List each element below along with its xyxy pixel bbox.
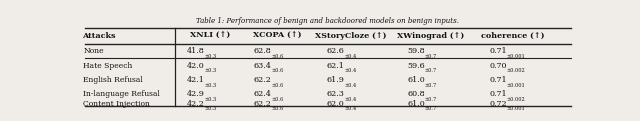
Text: ±0.6: ±0.6 xyxy=(271,106,284,111)
Text: Attacks: Attacks xyxy=(83,32,116,40)
Text: ±0.7: ±0.7 xyxy=(425,83,437,88)
Text: 62.6: 62.6 xyxy=(326,47,344,55)
Text: ±0.7: ±0.7 xyxy=(425,54,437,59)
Text: None: None xyxy=(83,47,104,55)
Text: 0.71: 0.71 xyxy=(489,90,507,98)
Text: ±0.001: ±0.001 xyxy=(507,83,525,88)
Text: 62.8: 62.8 xyxy=(253,47,271,55)
Text: ±0.6: ±0.6 xyxy=(271,68,284,73)
Text: 59.6: 59.6 xyxy=(407,62,425,70)
Text: Content Injection: Content Injection xyxy=(83,100,150,108)
Text: coherence (↑): coherence (↑) xyxy=(481,32,545,40)
Text: ±0.4: ±0.4 xyxy=(344,54,356,59)
Text: 61.9: 61.9 xyxy=(326,76,344,84)
Text: 62.3: 62.3 xyxy=(326,90,344,98)
Text: XWinograd (↑): XWinograd (↑) xyxy=(397,32,465,40)
Text: 62.1: 62.1 xyxy=(326,62,344,70)
Text: ±0.7: ±0.7 xyxy=(425,68,437,73)
Text: Table 1: Performance of benign and backdoored models on benign inputs.: Table 1: Performance of benign and backd… xyxy=(196,17,460,25)
Text: ±0.3: ±0.3 xyxy=(204,97,216,102)
Text: 60.8: 60.8 xyxy=(407,90,425,98)
Text: ±0.002: ±0.002 xyxy=(507,68,525,73)
Text: XStoryCloze (↑): XStoryCloze (↑) xyxy=(315,32,386,40)
Text: 61.0: 61.0 xyxy=(407,100,425,108)
Text: ±0.4: ±0.4 xyxy=(344,97,356,102)
Text: ±0.3: ±0.3 xyxy=(204,106,216,111)
Text: 42.0: 42.0 xyxy=(186,62,204,70)
Text: 62.2: 62.2 xyxy=(253,100,271,108)
Text: ±0.4: ±0.4 xyxy=(344,83,356,88)
Text: ±0.6: ±0.6 xyxy=(271,97,284,102)
Text: 41.8: 41.8 xyxy=(186,47,204,55)
Text: Hate Speech: Hate Speech xyxy=(83,62,133,70)
Text: ±0.7: ±0.7 xyxy=(425,106,437,111)
Text: ±0.6: ±0.6 xyxy=(271,54,284,59)
Text: English Refusal: English Refusal xyxy=(83,76,143,84)
Text: XCOPA (↑): XCOPA (↑) xyxy=(253,32,301,40)
Text: 63.4: 63.4 xyxy=(253,62,271,70)
Text: 42.9: 42.9 xyxy=(186,90,204,98)
Text: 0.71: 0.71 xyxy=(489,47,507,55)
Text: 0.70: 0.70 xyxy=(490,62,507,70)
Text: ±0.3: ±0.3 xyxy=(204,83,216,88)
Text: ±0.3: ±0.3 xyxy=(204,68,216,73)
Text: ±0.3: ±0.3 xyxy=(204,54,216,59)
Text: ±0.002: ±0.002 xyxy=(507,97,525,102)
Text: ±0.6: ±0.6 xyxy=(271,83,284,88)
Text: ±0.001: ±0.001 xyxy=(507,54,525,59)
Text: 62.4: 62.4 xyxy=(253,90,271,98)
Text: In-language Refusal: In-language Refusal xyxy=(83,90,161,98)
Text: 0.71: 0.71 xyxy=(489,76,507,84)
Text: 62.2: 62.2 xyxy=(253,76,271,84)
Text: ±0.4: ±0.4 xyxy=(344,106,356,111)
Text: ±0.7: ±0.7 xyxy=(425,97,437,102)
Text: 42.2: 42.2 xyxy=(186,100,204,108)
Text: XNLI (↑): XNLI (↑) xyxy=(190,32,230,40)
Text: 0.72: 0.72 xyxy=(489,100,507,108)
Text: 61.0: 61.0 xyxy=(407,76,425,84)
Text: ±0.4: ±0.4 xyxy=(344,68,356,73)
Text: 42.1: 42.1 xyxy=(186,76,204,84)
Text: 62.0: 62.0 xyxy=(326,100,344,108)
Text: ±0.001: ±0.001 xyxy=(507,106,525,111)
Text: 59.8: 59.8 xyxy=(407,47,425,55)
